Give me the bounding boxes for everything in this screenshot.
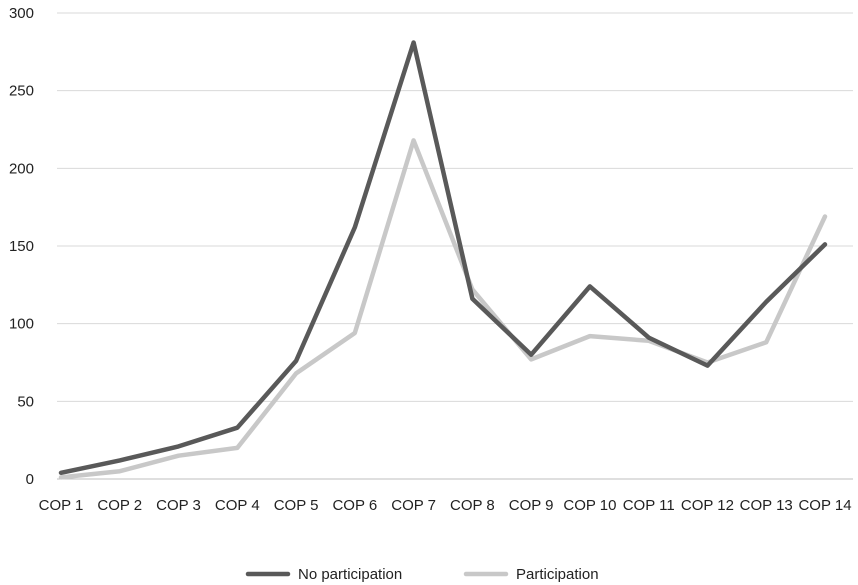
series-lines (58, 40, 828, 480)
x-tick-label: COP 14 (798, 497, 851, 514)
series-line-0 (58, 40, 828, 476)
x-tick-label: COP 7 (391, 497, 436, 514)
x-tick-label: COP 10 (563, 497, 616, 514)
x-tick-label: COP 6 (332, 497, 377, 514)
x-tick-label: COP 1 (39, 497, 84, 514)
y-tick-label: 300 (9, 5, 34, 22)
y-tick-label: 100 (9, 316, 34, 333)
x-tick-label: COP 11 (623, 497, 675, 514)
series-line-1 (58, 138, 828, 480)
x-tick-label: COP 5 (274, 497, 319, 514)
x-tick-label: COP 2 (97, 497, 142, 514)
y-tick-label: 0 (26, 471, 34, 488)
x-tick-label: COP 3 (156, 497, 201, 514)
y-tick-label: 200 (9, 160, 34, 177)
x-tick-label: COP 9 (509, 497, 554, 514)
y-tick-label: 150 (9, 238, 34, 255)
x-tick-label: COP 4 (215, 497, 260, 514)
y-axis-ticks: 0 50 100 150 200 250 300 (9, 5, 34, 488)
gridlines (57, 12, 853, 480)
legend-label: No participation (298, 566, 402, 583)
x-axis-ticks: COP 1 COP 2 COP 3 COP 4 COP 5 COP 6 COP 7 COP 8… (39, 497, 852, 514)
legend: No participation Participation (245, 566, 599, 583)
y-tick-label: 250 (9, 83, 34, 100)
x-tick-label: COP 8 (450, 497, 495, 514)
legend-label: Participation (516, 566, 599, 583)
y-tick-label: 50 (17, 393, 34, 410)
x-tick-label: COP 13 (740, 497, 793, 514)
x-tick-label: COP 12 (681, 497, 734, 514)
